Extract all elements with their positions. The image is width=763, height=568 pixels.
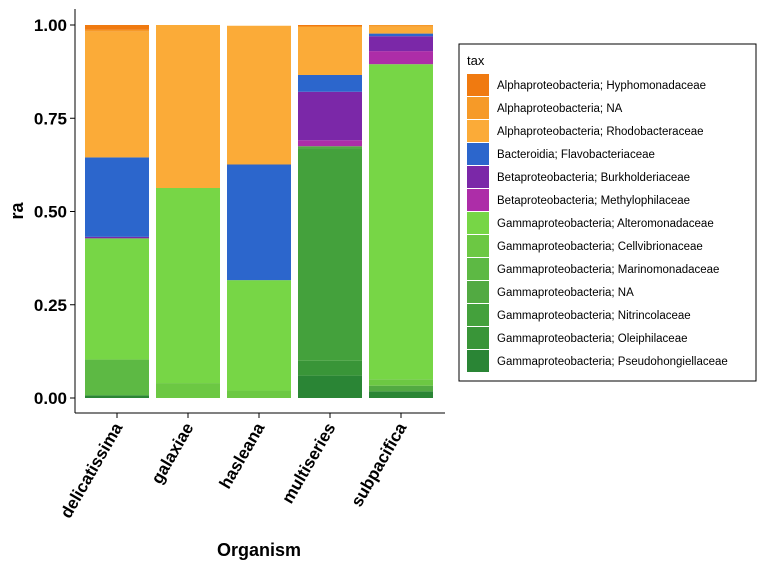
- x-tick-label-delicatissima: delicatissima: [57, 419, 127, 521]
- legend-key-gammaproteobacteria-cellvibrionaceae: [467, 235, 489, 257]
- bar-multiseries-betaproteobacteria-burkholderiaceae: [298, 91, 362, 141]
- bar-hasleana-bacteroidia-flavobacteriaceae: [227, 164, 291, 281]
- legend-label-gammaproteobacteria-alteromonadaceae: Gammaproteobacteria; Alteromonadaceae: [497, 218, 714, 230]
- y-axis-title: ra: [7, 202, 27, 220]
- y-tick-label: 1.00: [34, 16, 67, 35]
- bar-delicatissima-gammaproteobacteria-alteromonadaceae: [85, 238, 149, 360]
- bar-subpacifica-bacteroidia-flavobacteriaceae: [369, 33, 433, 37]
- bar-delicatissima-alphaproteobacteria-hyphomonadaceae: [85, 25, 149, 30]
- bar-galaxiae-alphaproteobacteria-rhodobacteraceae: [156, 25, 220, 189]
- bar-multiseries-gammaproteobacteria-na: [298, 146, 362, 149]
- bar-hasleana-gammaproteobacteria-alteromonadaceae: [227, 280, 291, 391]
- bar-subpacifica-betaproteobacteria-methylophilaceae: [369, 51, 433, 65]
- bar-subpacifica-alphaproteobacteria-rhodobacteraceae: [369, 26, 433, 34]
- legend-label-gammaproteobacteria-nitrincolaceae: Gammaproteobacteria; Nitrincolaceae: [497, 310, 691, 322]
- bar-galaxiae-gammaproteobacteria-alteromonadaceae: [156, 188, 220, 384]
- legend-label-betaproteobacteria-burkholderiaceae: Betaproteobacteria; Burkholderiaceae: [497, 172, 690, 184]
- bar-delicatissima-alphaproteobacteria-rhodobacteraceae: [85, 31, 149, 158]
- legend-label-gammaproteobacteria-marinomonadaceae: Gammaproteobacteria; Marinomonadaceae: [497, 264, 719, 276]
- legend-key-betaproteobacteria-burkholderiaceae: [467, 166, 489, 188]
- x-tick-label-multiseries: multiseries: [278, 420, 339, 507]
- legend-key-gammaproteobacteria-na: [467, 281, 489, 303]
- legend-key-alphaproteobacteria-hyphomonadaceae: [467, 74, 489, 96]
- legend-label-bacteroidia-flavobacteriaceae: Bacteroidia; Flavobacteriaceae: [497, 149, 655, 161]
- y-tick-label: 0.75: [34, 109, 67, 128]
- x-tick-label-galaxiae: galaxiae: [147, 420, 197, 488]
- legend-key-gammaproteobacteria-nitrincolaceae: [467, 304, 489, 326]
- legend-key-gammaproteobacteria-marinomonadaceae: [467, 258, 489, 280]
- x-axis-title: Organism: [217, 540, 301, 560]
- bar-delicatissima-betaproteobacteria-burkholderiaceae: [85, 236, 149, 239]
- legend-label-betaproteobacteria-methylophilaceae: Betaproteobacteria; Methylophilaceae: [497, 195, 690, 207]
- legend-title: tax: [467, 53, 485, 68]
- bar-delicatissima-bacteroidia-flavobacteriaceae: [85, 157, 149, 237]
- legend-label-alphaproteobacteria-hyphomonadaceae: Alphaproteobacteria; Hyphomonadaceae: [497, 80, 706, 92]
- y-tick-label: 0.50: [34, 203, 67, 222]
- legend-key-bacteroidia-flavobacteriaceae: [467, 143, 489, 165]
- legend-label-gammaproteobacteria-cellvibrionaceae: Gammaproteobacteria; Cellvibrionaceae: [497, 241, 703, 253]
- bar-multiseries-alphaproteobacteria-rhodobacteraceae: [298, 26, 362, 75]
- bar-hasleana-gammaproteobacteria-cellvibrionaceae: [227, 390, 291, 398]
- bar-delicatissima-alphaproteobacteria-na: [85, 29, 149, 32]
- legend-key-alphaproteobacteria-rhodobacteraceae: [467, 120, 489, 142]
- legend: tax Alphaproteobacteria; Hyphomonadaceae A…: [458, 43, 757, 382]
- bar-multiseries-bacteroidia-flavobacteriaceae: [298, 74, 362, 92]
- legend-key-gammaproteobacteria-alteromonadaceae: [467, 212, 489, 234]
- x-tick-label-hasleana: hasleana: [216, 419, 269, 492]
- legend-key-alphaproteobacteria-na: [467, 97, 489, 119]
- bars-group: [85, 25, 433, 398]
- bar-hasleana-alphaproteobacteria-rhodobacteraceae: [227, 25, 291, 165]
- bar-subpacifica-gammaproteobacteria-alteromonadaceae: [369, 64, 433, 380]
- legend-key-gammaproteobacteria-pseudohongiellaceae: [467, 350, 489, 372]
- bar-delicatissima-gammaproteobacteria-pseudohongiellaceae: [85, 395, 149, 398]
- bar-multiseries-alphaproteobacteria-hyphomonadaceae: [298, 25, 362, 27]
- bar-subpacifica-betaproteobacteria-burkholderiaceae: [369, 36, 433, 52]
- legend-label-gammaproteobacteria-oleiphilaceae: Gammaproteobacteria; Oleiphilaceae: [497, 333, 688, 345]
- legend-label-gammaproteobacteria-na: Gammaproteobacteria; NA: [497, 287, 634, 299]
- y-tick-label: 0.25: [34, 296, 67, 315]
- y-axis: 0.00 0.25 0.50 0.75 1.00: [34, 9, 76, 413]
- bar-multiseries-gammaproteobacteria-oleiphilaceae: [298, 360, 362, 376]
- x-tick-label-subpacifica: subpacifica: [347, 419, 410, 510]
- bar-delicatissima-gammaproteobacteria-marinomonadaceae: [85, 359, 149, 396]
- bar-subpacifica-gammaproteobacteria-na: [369, 385, 433, 392]
- legend-label-alphaproteobacteria-rhodobacteraceae: Alphaproteobacteria; Rhodobacteraceae: [497, 126, 704, 138]
- bar-subpacifica-alphaproteobacteria-na: [369, 25, 433, 27]
- x-axis: delicatissima galaxiae hasleana multiseries…: [57, 412, 445, 521]
- bar-multiseries-gammaproteobacteria-nitrincolaceae: [298, 148, 362, 361]
- legend-label-alphaproteobacteria-na: Alphaproteobacteria; NA: [497, 103, 623, 115]
- legend-box: [458, 43, 757, 382]
- bar-multiseries-betaproteobacteria-methylophilaceae: [298, 140, 362, 147]
- legend-key-gammaproteobacteria-oleiphilaceae: [467, 327, 489, 349]
- legend-label-gammaproteobacteria-pseudohongiellaceae: Gammaproteobacteria; Pseudohongiellaceae: [497, 356, 728, 368]
- bar-subpacifica-gammaproteobacteria-cellvibrionaceae: [369, 379, 433, 386]
- legend-key-betaproteobacteria-methylophilaceae: [467, 189, 489, 211]
- y-tick-label: 0.00: [34, 389, 67, 408]
- bar-subpacifica-gammaproteobacteria-pseudohongiellaceae: [369, 391, 433, 398]
- bar-galaxiae-gammaproteobacteria-cellvibrionaceae: [156, 383, 220, 398]
- bar-multiseries-gammaproteobacteria-pseudohongiellaceae: [298, 375, 362, 398]
